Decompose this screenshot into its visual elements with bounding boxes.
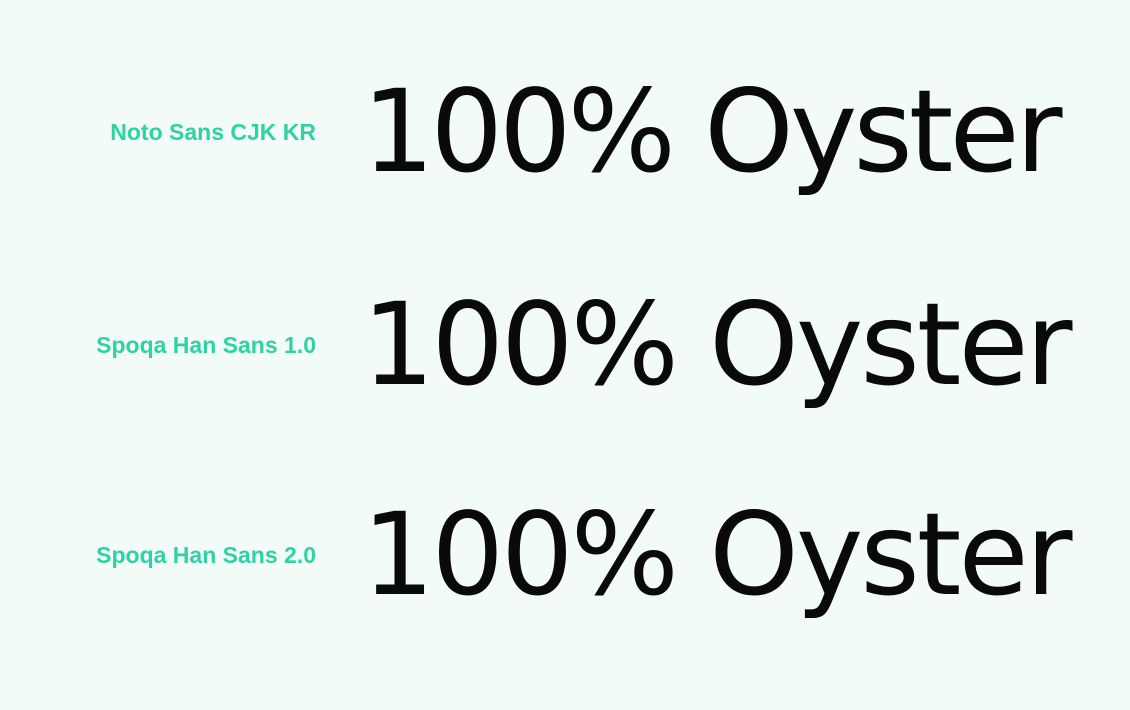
font-name-label: Spoqa Han Sans 2.0	[96, 542, 316, 568]
font-name-label: Noto Sans CJK KR	[110, 119, 316, 145]
font-row-spoqa-han-sans-2: Spoqa Han Sans 2.0 100% Oyster	[0, 485, 1130, 625]
font-row-spoqa-han-sans-1: Spoqa Han Sans 1.0 100% Oyster	[0, 275, 1130, 415]
font-specimen-text: 100% Oyster	[362, 278, 1072, 411]
font-specimen-text: 100% Oyster	[362, 488, 1072, 621]
font-name-label: Spoqa Han Sans 1.0	[96, 332, 316, 358]
font-specimen-text: 100% Oyster	[362, 65, 1062, 198]
font-row-noto-sans-cjk-kr: Noto Sans CJK KR 100% Oyster	[0, 62, 1130, 202]
